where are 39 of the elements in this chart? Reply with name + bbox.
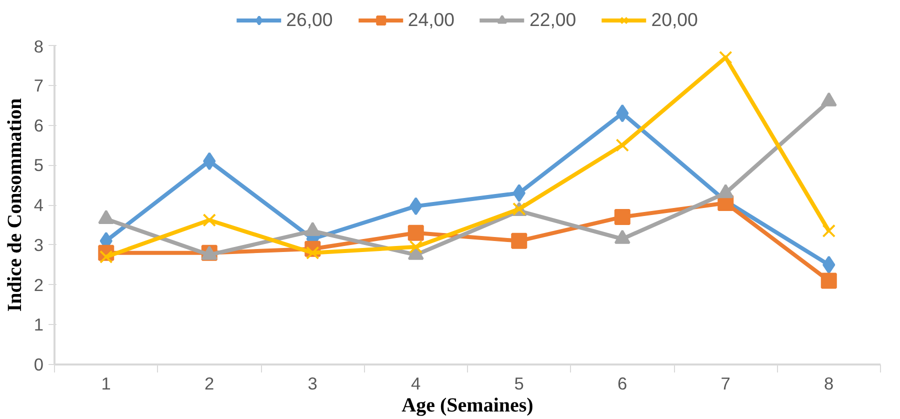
x-tick-label: 7: [720, 374, 730, 394]
point: [614, 208, 630, 225]
legend-label: 26,00: [286, 9, 333, 31]
x-axis-title: Age (Semaines): [402, 394, 534, 416]
y-tick-label: 8: [34, 36, 44, 56]
point: [511, 232, 528, 249]
point: [408, 224, 424, 241]
point: [820, 272, 837, 289]
y-tick-label: 1: [34, 314, 44, 335]
point: [616, 104, 629, 122]
x-tick-label: 4: [411, 374, 422, 394]
point: [99, 250, 113, 264]
point: [409, 240, 423, 254]
point: [822, 256, 836, 274]
y-tick-label: 0: [34, 354, 44, 374]
y-tick-label: 7: [34, 75, 44, 96]
legend-label: 22,00: [530, 9, 576, 31]
point: [822, 224, 836, 238]
legend-label: 20,00: [651, 9, 698, 31]
y-tick-label: 2: [34, 274, 44, 295]
y-tick-label: 4: [34, 195, 44, 215]
x-tick-label: 8: [824, 374, 834, 394]
point: [203, 152, 216, 170]
x-tick-label: 3: [308, 374, 318, 394]
point: [410, 197, 422, 216]
point: [306, 246, 320, 260]
x-tick-label: 1: [101, 374, 111, 394]
y-tick-label: 6: [34, 115, 44, 136]
point: [512, 184, 526, 202]
point: [202, 213, 216, 227]
y-tick-label: 5: [34, 155, 44, 176]
x-tick-label: 6: [618, 374, 628, 394]
x-tick-label: 5: [514, 374, 524, 394]
y-axis-title: Indice de Consommation: [4, 98, 26, 312]
point: [718, 50, 732, 64]
legend-label: 24,00: [408, 9, 454, 31]
y-tick-label: 3: [34, 234, 44, 255]
x-tick-label: 2: [204, 374, 214, 394]
point: [616, 138, 630, 152]
